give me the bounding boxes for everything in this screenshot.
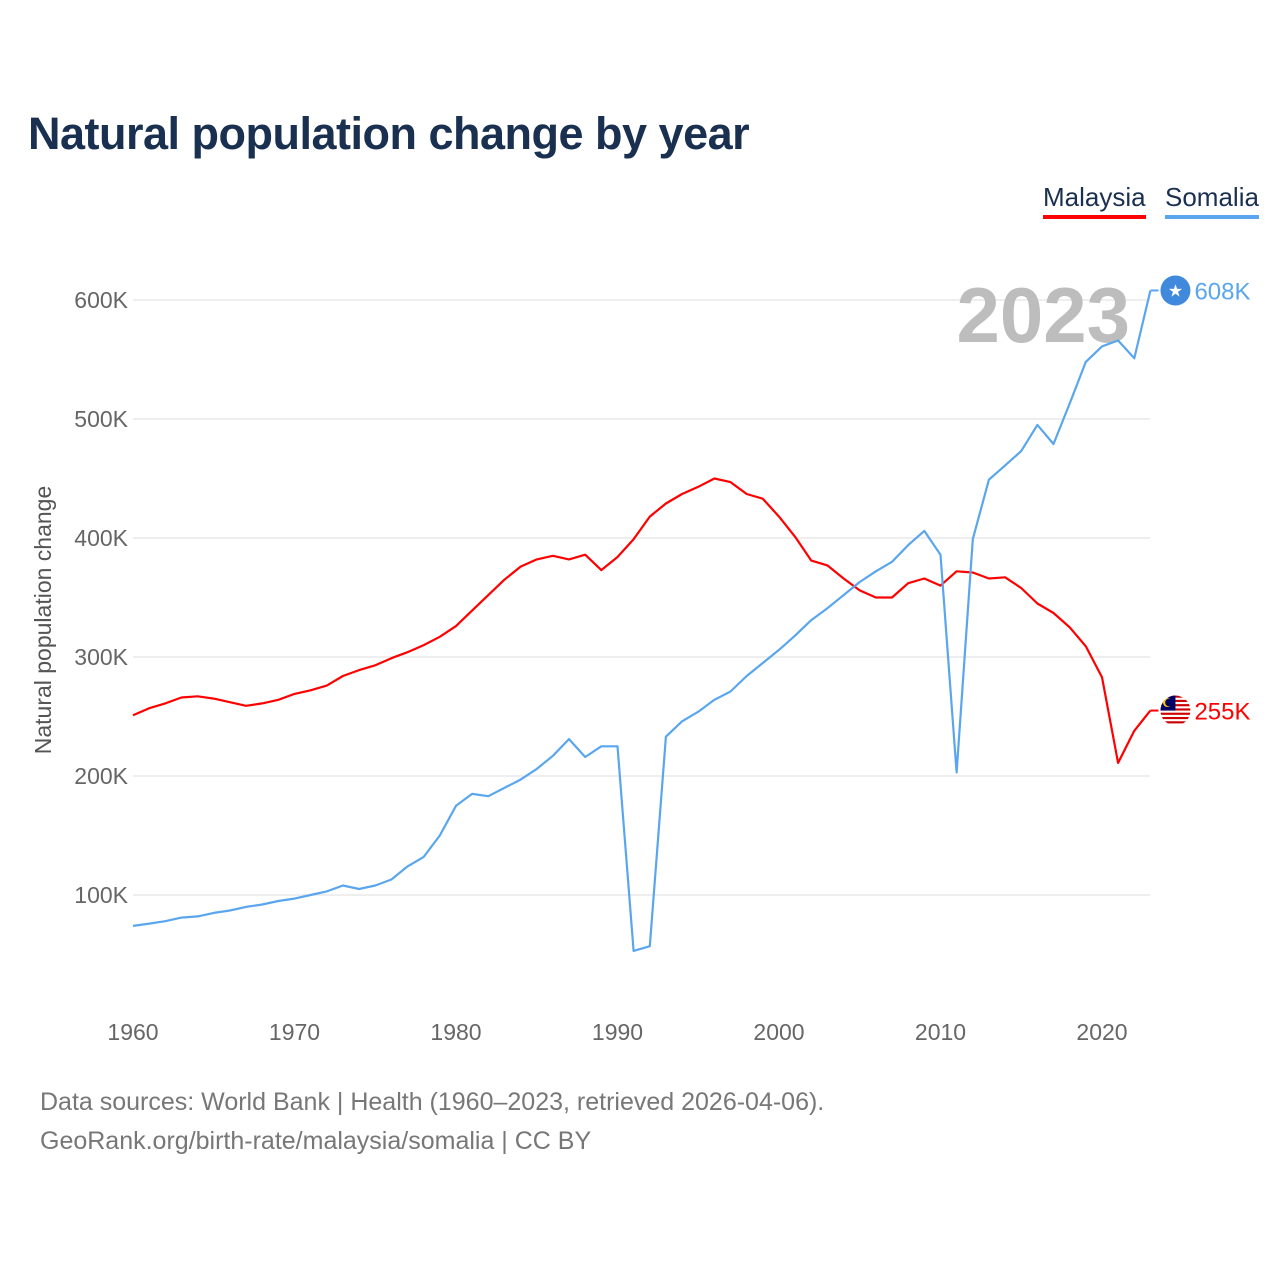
y-tick-label: 500K xyxy=(74,406,128,432)
somalia-flag-icon: ★ xyxy=(1160,275,1191,306)
flag-stripe xyxy=(1160,716,1191,720)
malaysia-flag-icon xyxy=(1160,695,1191,724)
source-line-1: Data sources: World Bank | Health (1960–… xyxy=(40,1088,825,1116)
x-tick-label: 2020 xyxy=(1076,1019,1127,1045)
flag-body xyxy=(1160,695,1191,724)
flag-crescent-cut xyxy=(1165,698,1173,707)
y-tick-label: 200K xyxy=(74,763,128,789)
series-line-malaysia xyxy=(132,477,1152,765)
end-value-label: 608K xyxy=(1194,278,1250,305)
y-axis-label: Natural population change xyxy=(30,486,56,755)
y-tick-label: 600K xyxy=(74,287,128,313)
x-tick-label: 1960 xyxy=(107,1019,158,1045)
x-tick-label: 1970 xyxy=(269,1019,320,1045)
end-value-label: 255K xyxy=(1194,699,1250,726)
y-tick-label: 300K xyxy=(74,644,128,670)
y-tick-label: 400K xyxy=(74,525,128,551)
x-tick-label: 2000 xyxy=(753,1019,804,1045)
flag-stripe xyxy=(1160,721,1191,724)
year-watermark: 2023 xyxy=(956,271,1130,359)
y-tick-label: 100K xyxy=(74,882,128,908)
series-line-somalia xyxy=(132,290,1152,953)
source-line-2[interactable]: GeoRank.org/birth-rate/malaysia/somalia … xyxy=(40,1127,592,1155)
x-tick-label: 1980 xyxy=(430,1019,481,1045)
star-icon: ★ xyxy=(1168,281,1183,300)
x-tick-label: 2010 xyxy=(915,1019,966,1045)
chart-title: Natural population change by year xyxy=(28,108,750,159)
legend-malaysia[interactable]: Malaysia xyxy=(1043,182,1146,219)
x-tick-label: 1990 xyxy=(592,1019,643,1045)
flag-circle xyxy=(1160,275,1191,306)
legend-somalia[interactable]: Somalia xyxy=(1165,182,1259,219)
flag-stripe xyxy=(1160,712,1191,715)
